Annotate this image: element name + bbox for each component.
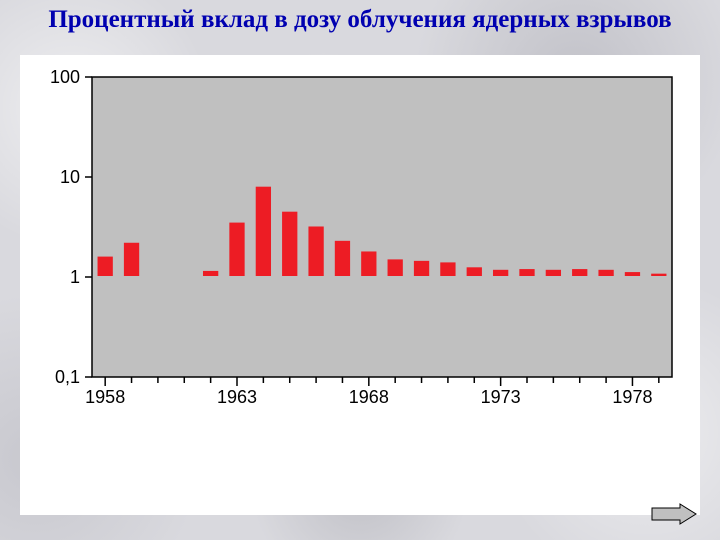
svg-text:10: 10 (60, 167, 80, 187)
arrow-right-icon (650, 502, 698, 526)
svg-text:1: 1 (70, 267, 80, 287)
svg-text:1958: 1958 (85, 387, 125, 407)
svg-text:1963: 1963 (217, 387, 257, 407)
svg-text:1968: 1968 (349, 387, 389, 407)
chart-container: 0,1 1 10 100 1958 1963 1968 1973 1978 (20, 55, 700, 515)
svg-text:0,1: 0,1 (55, 367, 80, 387)
next-slide-button[interactable] (650, 502, 698, 526)
svg-text:1973: 1973 (481, 387, 521, 407)
svg-text:100: 100 (50, 67, 80, 87)
slide: Процентный вклад в дозу облучения ядерны… (0, 0, 720, 540)
slide-title: Процентный вклад в дозу облучения ядерны… (0, 6, 720, 34)
svg-text:1978: 1978 (612, 387, 652, 407)
bar-chart: 0,1 1 10 100 1958 1963 1968 1973 1978 (20, 55, 700, 515)
